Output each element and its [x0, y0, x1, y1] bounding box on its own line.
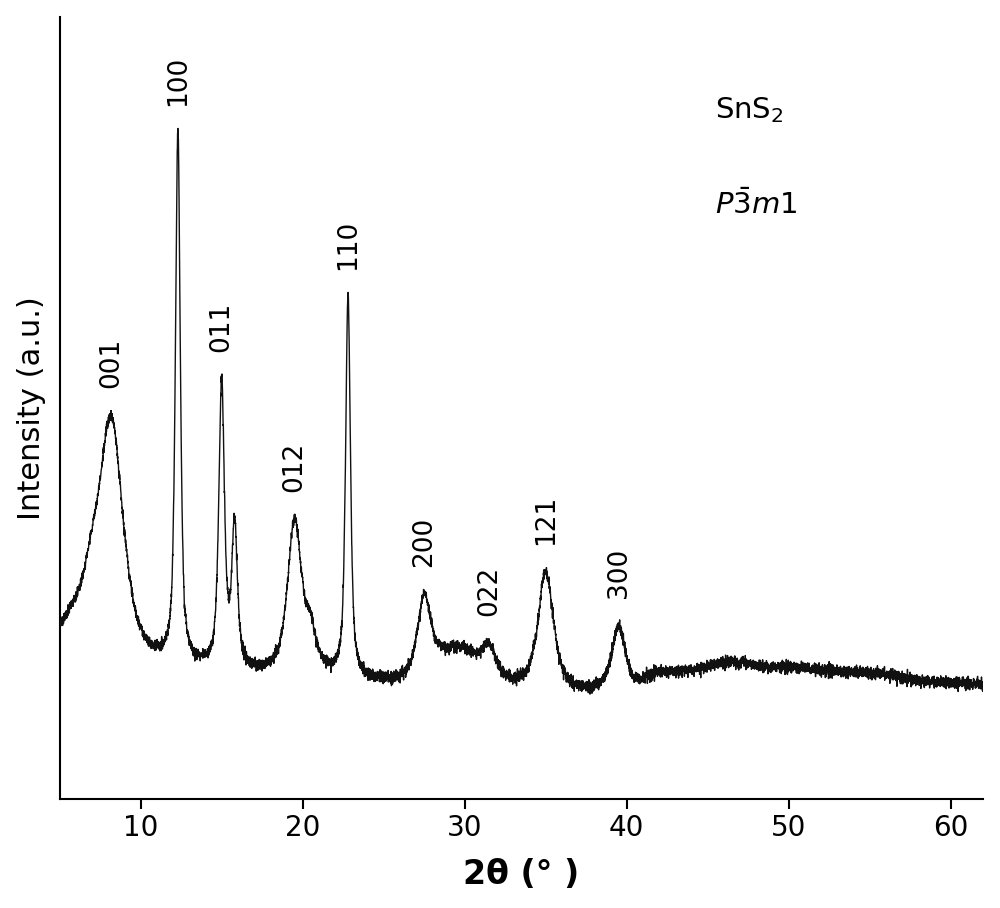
Text: 300: 300: [606, 548, 632, 597]
Text: 011: 011: [209, 301, 235, 351]
Text: 001: 001: [98, 338, 124, 389]
Text: 121: 121: [533, 495, 559, 545]
Text: $P\bar{3}m1$: $P\bar{3}m1$: [715, 189, 798, 220]
Text: 200: 200: [411, 517, 437, 568]
Text: 110: 110: [335, 220, 361, 270]
Text: 022: 022: [476, 566, 502, 617]
Text: 012: 012: [282, 441, 308, 492]
Text: SnS$_2$: SnS$_2$: [715, 95, 784, 124]
Text: 100: 100: [165, 55, 191, 106]
Y-axis label: Intensity (a.u.): Intensity (a.u.): [17, 296, 46, 519]
X-axis label: 2θ (° ): 2θ (° ): [463, 858, 580, 892]
